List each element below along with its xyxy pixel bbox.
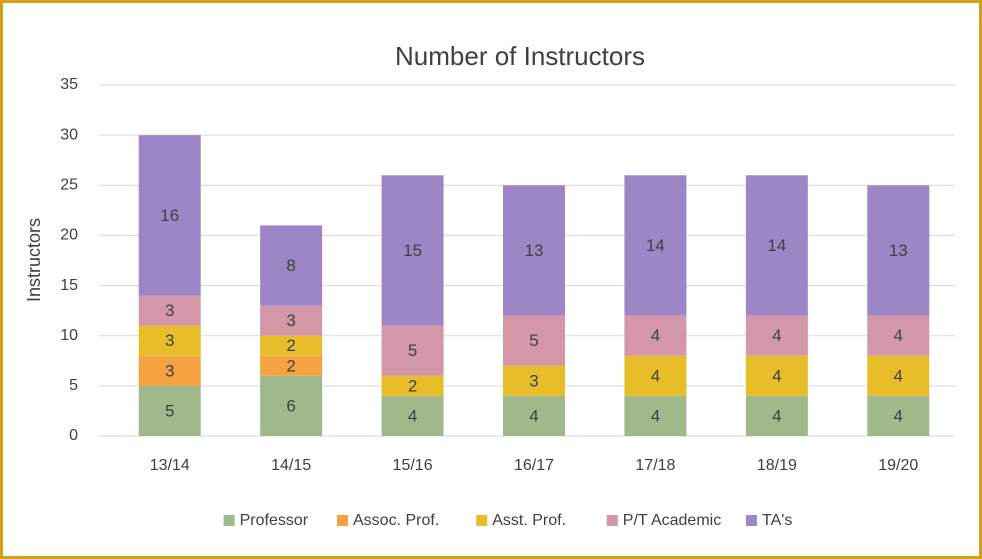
- bar-segment: [260, 355, 323, 376]
- legend-label: Assoc. Prof.: [353, 512, 439, 529]
- bar-segment: [745, 315, 808, 356]
- data-label: 4: [651, 326, 660, 345]
- data-label: 3: [165, 331, 174, 350]
- data-label: 4: [651, 366, 660, 385]
- legend-label: Professor: [240, 512, 309, 529]
- data-label: 4: [651, 406, 660, 425]
- chart-title: Number of Instructors: [395, 41, 645, 71]
- bar-segment: [260, 335, 323, 356]
- bar-segment: [138, 135, 201, 296]
- y-tick-label: 25: [60, 177, 78, 194]
- bar-segment: [503, 315, 565, 366]
- bar-segment: [260, 305, 323, 336]
- bar-segment: [138, 325, 201, 356]
- data-label: 5: [165, 401, 174, 420]
- legend-swatch: [223, 515, 235, 526]
- x-tick-label: 14/15: [271, 457, 311, 474]
- bar-segment: [381, 175, 444, 326]
- bar-segment: [624, 395, 687, 436]
- data-label: 4: [772, 366, 781, 385]
- bar-segment: [867, 355, 930, 396]
- bar-segment: [624, 175, 687, 316]
- data-label: 3: [286, 311, 295, 330]
- y-tick-label: 30: [60, 126, 78, 143]
- y-tick-label: 15: [60, 277, 78, 294]
- bar-segment: [381, 375, 444, 396]
- data-label: 13: [525, 241, 544, 260]
- x-tick-label: 18/19: [757, 457, 797, 474]
- data-label: 4: [529, 406, 538, 425]
- data-label: 2: [408, 376, 417, 395]
- legend-swatch: [606, 515, 618, 526]
- bar-segment: [745, 175, 808, 316]
- bar-segment: [260, 225, 323, 306]
- y-tick-label: 0: [69, 427, 78, 444]
- data-label: 3: [165, 301, 174, 320]
- bar-segment: [745, 355, 808, 396]
- bar-segment: [381, 395, 444, 436]
- data-label: 8: [286, 256, 295, 275]
- x-tick-label: 13/14: [150, 457, 190, 474]
- data-label: 5: [529, 331, 538, 350]
- legend-swatch: [746, 515, 757, 526]
- data-label: 5: [408, 341, 417, 360]
- x-tick-label: 15/16: [393, 457, 433, 474]
- bar-segment: [624, 355, 687, 396]
- data-label: 4: [894, 366, 903, 385]
- data-label: 14: [767, 236, 786, 255]
- y-tick-label: 5: [69, 377, 78, 394]
- x-tick-label: 17/18: [635, 457, 675, 474]
- bar-segment: [260, 375, 323, 436]
- legend-swatch: [337, 515, 348, 526]
- y-axis-label: Instructors: [24, 218, 44, 302]
- data-label: 16: [160, 206, 179, 225]
- bar-segment: [745, 395, 808, 436]
- bar-segment: [138, 385, 201, 436]
- legend-label: TA's: [762, 512, 792, 529]
- legend-label: P/T Academic: [623, 512, 721, 529]
- data-label: 6: [286, 396, 295, 415]
- data-label: 3: [529, 371, 538, 390]
- bar-segment: [867, 395, 930, 436]
- bar-segment: [624, 315, 687, 356]
- bar-segment: [138, 355, 201, 386]
- data-label: 4: [408, 406, 417, 425]
- bar-segment: [867, 315, 930, 356]
- legend-label: Asst. Prof.: [492, 512, 566, 529]
- bar-segment: [503, 185, 565, 316]
- data-label: 4: [772, 406, 781, 425]
- data-label: 13: [889, 241, 908, 260]
- bar-segment: [503, 395, 565, 436]
- data-label: 2: [286, 356, 295, 375]
- bar-segment: [867, 185, 930, 316]
- x-tick-label: 16/17: [514, 457, 554, 474]
- data-label: 4: [894, 326, 903, 345]
- data-label: 4: [772, 326, 781, 345]
- bar-segment: [381, 325, 444, 376]
- data-label: 3: [165, 361, 174, 380]
- bar-segment: [503, 365, 565, 396]
- data-label: 15: [403, 241, 422, 260]
- y-tick-label: 10: [60, 327, 78, 344]
- data-label: 4: [894, 406, 903, 425]
- y-tick-label: 35: [60, 76, 78, 93]
- data-label: 2: [286, 336, 295, 355]
- x-tick-label: 19/20: [878, 457, 918, 474]
- legend-swatch: [476, 515, 488, 526]
- data-label: 14: [646, 236, 665, 255]
- bar-segment: [138, 295, 201, 326]
- y-tick-label: 20: [60, 227, 78, 244]
